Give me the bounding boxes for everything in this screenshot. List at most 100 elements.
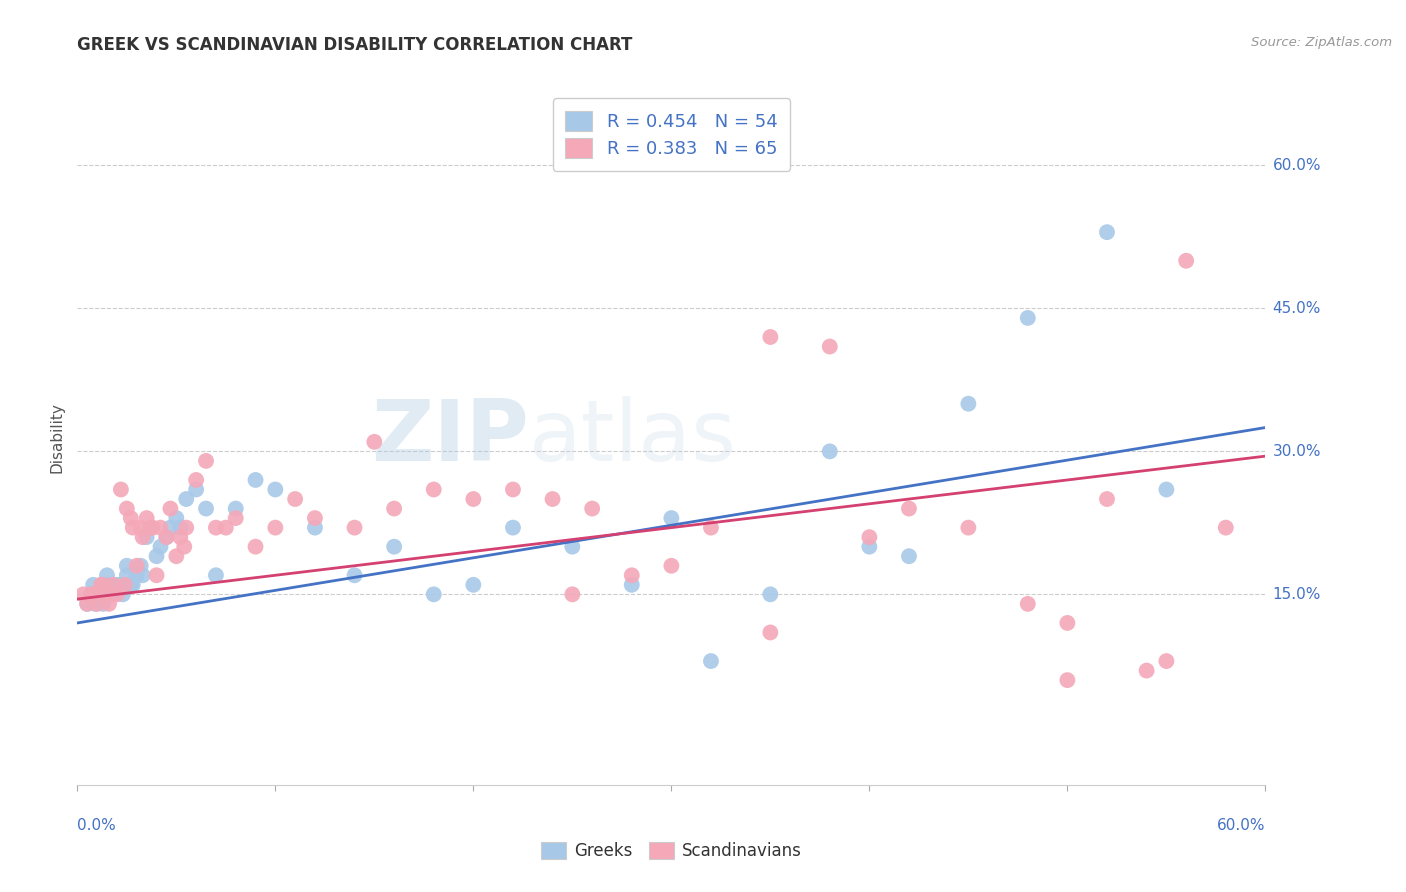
Point (82, 587, 104, 601)
Point (700, 654, 723, 668)
Point (1215, 521, 1237, 535)
Point (114, 578, 136, 592)
Point (304, 521, 326, 535)
Point (110, 578, 132, 592)
Point (858, 540, 880, 554)
Point (1017, 597, 1039, 611)
Point (139, 521, 162, 535)
Point (1136, 664, 1159, 678)
Point (245, 473, 267, 487)
Point (661, 558, 683, 573)
Point (135, 511, 157, 525)
Point (1156, 483, 1178, 497)
Point (105, 578, 128, 592)
Point (502, 483, 524, 497)
Point (284, 491, 307, 506)
Point (76, 597, 98, 611)
Point (898, 501, 921, 516)
Point (1095, 225, 1118, 239)
Point (155, 530, 177, 544)
Point (581, 501, 603, 516)
Point (561, 540, 583, 554)
Point (165, 511, 187, 525)
Point (759, 330, 782, 344)
Point (225, 501, 247, 516)
Point (131, 530, 153, 544)
Point (145, 549, 167, 564)
Point (139, 521, 162, 535)
Y-axis label: Disability: Disability (49, 401, 65, 473)
Point (363, 434, 385, 449)
Point (173, 540, 195, 554)
Point (264, 521, 287, 535)
Point (90, 578, 112, 592)
Point (205, 568, 228, 582)
Point (1175, 253, 1198, 268)
Point (125, 568, 148, 582)
Point (155, 530, 177, 544)
Text: ZIP: ZIP (371, 395, 529, 479)
Point (121, 521, 143, 535)
Point (98, 597, 121, 611)
Text: 60.0%: 60.0% (1272, 158, 1320, 173)
Point (84, 597, 107, 611)
Point (898, 549, 921, 564)
Point (165, 549, 187, 564)
Point (620, 568, 643, 582)
Point (1056, 615, 1078, 630)
Text: 45.0%: 45.0% (1272, 301, 1320, 316)
Point (115, 568, 138, 582)
Point (423, 483, 446, 497)
Point (759, 625, 782, 640)
Point (195, 454, 218, 468)
Point (96, 587, 118, 601)
Point (96, 568, 118, 582)
Point (1156, 654, 1178, 668)
Point (131, 568, 153, 582)
Point (957, 397, 980, 411)
Point (205, 521, 228, 535)
Legend: Greeks, Scandinavians: Greeks, Scandinavians (534, 836, 808, 867)
Point (541, 491, 564, 506)
Point (80, 587, 103, 601)
Point (110, 483, 132, 497)
Point (86, 587, 108, 601)
Point (245, 540, 267, 554)
Point (759, 587, 782, 601)
Point (129, 521, 152, 535)
Text: Source: ZipAtlas.com: Source: ZipAtlas.com (1251, 36, 1392, 49)
Text: 60.0%: 60.0% (1218, 818, 1265, 832)
Point (125, 558, 148, 573)
Point (264, 483, 287, 497)
Point (169, 521, 191, 535)
Point (159, 521, 181, 535)
Point (215, 521, 238, 535)
Point (82, 578, 104, 592)
Point (142, 521, 165, 535)
Point (96, 578, 118, 592)
Point (120, 578, 142, 592)
Point (343, 521, 366, 535)
Point (700, 521, 723, 535)
Point (105, 587, 128, 601)
Point (382, 501, 405, 516)
Point (1017, 310, 1039, 325)
Text: GREEK VS SCANDINAVIAN DISABILITY CORRELATION CHART: GREEK VS SCANDINAVIAN DISABILITY CORRELA… (77, 36, 633, 54)
Point (186, 483, 208, 497)
Text: 15.0%: 15.0% (1272, 587, 1320, 602)
Point (145, 568, 167, 582)
Point (121, 578, 143, 592)
Point (149, 540, 172, 554)
Text: atlas: atlas (529, 395, 737, 479)
Point (463, 491, 485, 506)
Point (1095, 491, 1118, 506)
Point (818, 339, 841, 353)
Point (343, 568, 366, 582)
Point (80, 587, 103, 601)
Text: 0.0%: 0.0% (77, 818, 117, 832)
Point (463, 578, 485, 592)
Point (135, 530, 157, 544)
Point (120, 511, 142, 525)
Point (129, 558, 152, 573)
Point (304, 511, 326, 525)
